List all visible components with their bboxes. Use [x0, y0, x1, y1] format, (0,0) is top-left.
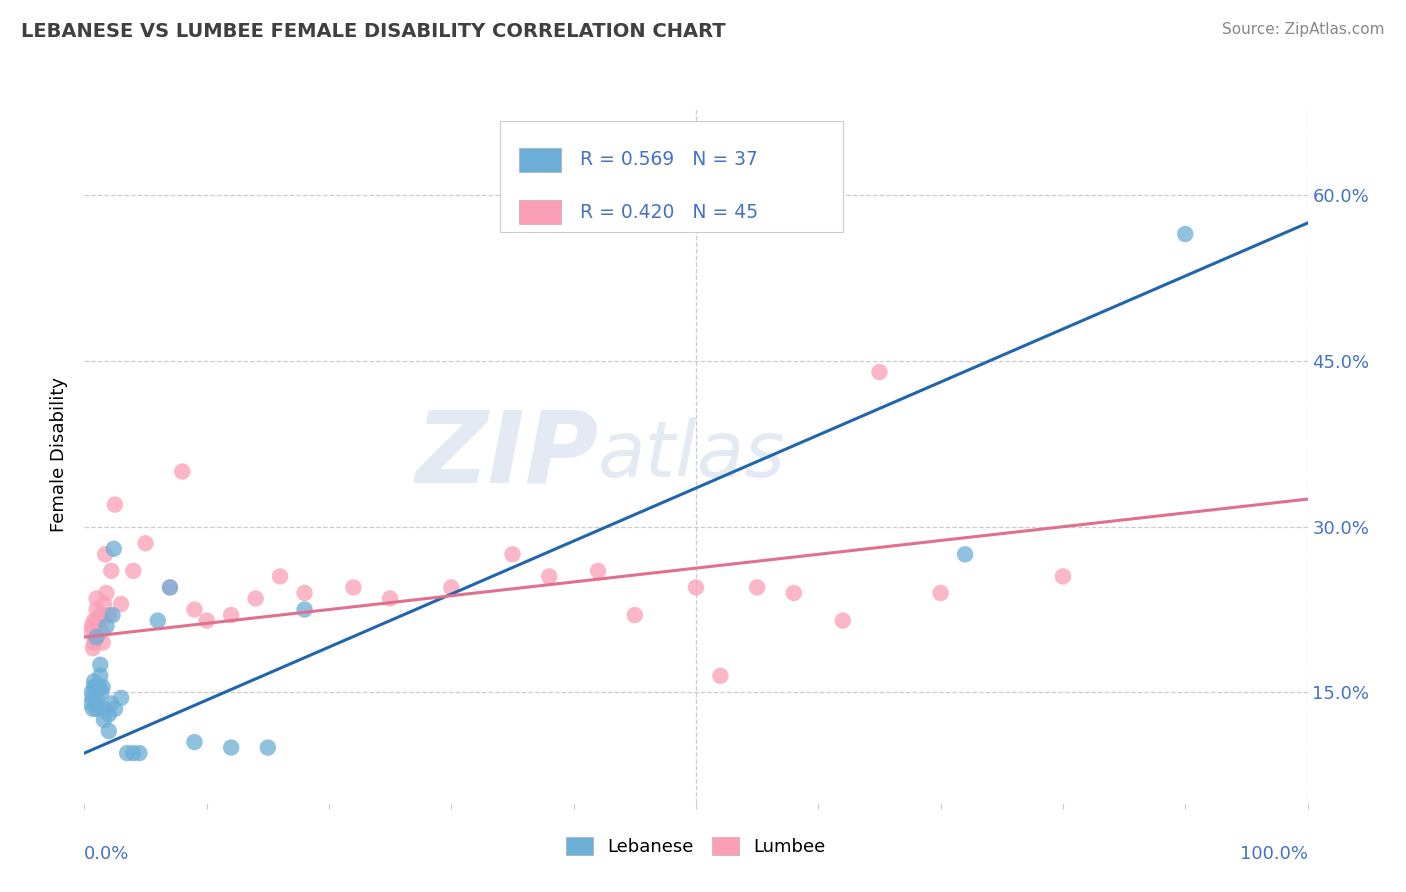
Point: [159, 581, 181, 595]
Point: [83, 674, 105, 689]
Point: [502, 547, 524, 561]
Point: [115, 746, 138, 760]
Point: [84, 697, 107, 711]
Point: [783, 586, 806, 600]
Point: [953, 547, 976, 561]
FancyBboxPatch shape: [519, 200, 561, 225]
Point: [104, 498, 127, 512]
Point: [135, 536, 157, 550]
Point: [831, 614, 853, 628]
Point: [97, 724, 120, 739]
Y-axis label: Female Disability: Female Disability: [51, 377, 69, 533]
Point: [104, 702, 127, 716]
Point: [869, 365, 891, 379]
Point: [183, 602, 205, 616]
Point: [747, 581, 769, 595]
Point: [89, 657, 111, 672]
FancyBboxPatch shape: [519, 148, 561, 172]
Point: [80, 685, 103, 699]
Point: [110, 690, 132, 705]
Point: [342, 581, 364, 595]
Point: [257, 740, 280, 755]
Point: [122, 746, 145, 760]
Point: [87, 680, 110, 694]
Point: [1052, 569, 1074, 583]
Point: [183, 735, 205, 749]
Point: [91, 680, 114, 694]
Point: [624, 608, 647, 623]
Point: [84, 680, 107, 694]
Point: [94, 547, 117, 561]
Point: [100, 564, 122, 578]
Point: [103, 541, 125, 556]
Text: atlas: atlas: [598, 417, 786, 493]
Point: [89, 608, 111, 623]
Point: [80, 619, 103, 633]
Point: [101, 608, 124, 623]
Point: [245, 591, 267, 606]
Point: [86, 591, 108, 606]
Point: [122, 564, 145, 578]
Point: [87, 614, 110, 628]
Point: [97, 707, 120, 722]
Point: [89, 669, 111, 683]
Text: R = 0.569   N = 37: R = 0.569 N = 37: [579, 151, 758, 169]
Text: R = 0.420   N = 45: R = 0.420 N = 45: [579, 202, 758, 222]
Point: [195, 614, 218, 628]
Point: [79, 624, 101, 639]
Point: [96, 619, 118, 633]
Point: [219, 608, 242, 623]
Point: [82, 690, 104, 705]
Point: [82, 702, 104, 716]
Point: [146, 614, 169, 628]
Point: [83, 635, 105, 649]
Point: [586, 564, 609, 578]
Point: [86, 630, 108, 644]
Point: [79, 697, 101, 711]
Point: [219, 740, 242, 755]
Text: Source: ZipAtlas.com: Source: ZipAtlas.com: [1222, 22, 1385, 37]
Point: [110, 597, 132, 611]
Point: [97, 608, 120, 623]
Legend: Lebanese, Lumbee: Lebanese, Lumbee: [558, 830, 834, 863]
Point: [269, 569, 291, 583]
Point: [159, 581, 181, 595]
Point: [93, 702, 115, 716]
FancyBboxPatch shape: [501, 121, 842, 232]
Point: [440, 581, 463, 595]
Point: [128, 746, 150, 760]
Point: [96, 586, 118, 600]
Point: [86, 702, 108, 716]
Point: [82, 641, 104, 656]
Point: [84, 630, 107, 644]
Point: [294, 586, 316, 600]
Point: [83, 614, 105, 628]
Point: [91, 635, 114, 649]
Point: [380, 591, 402, 606]
Text: 0.0%: 0.0%: [84, 845, 129, 863]
Text: ZIP: ZIP: [415, 407, 598, 503]
Point: [929, 586, 952, 600]
Point: [93, 597, 115, 611]
Point: [90, 624, 112, 639]
Point: [100, 697, 122, 711]
Point: [709, 669, 731, 683]
Point: [1174, 227, 1197, 241]
Point: [685, 581, 707, 595]
Point: [172, 465, 194, 479]
Point: [86, 614, 108, 628]
Point: [83, 680, 105, 694]
Point: [90, 685, 112, 699]
Text: LEBANESE VS LUMBEE FEMALE DISABILITY CORRELATION CHART: LEBANESE VS LUMBEE FEMALE DISABILITY COR…: [21, 22, 725, 41]
Point: [93, 713, 115, 727]
Text: 100.0%: 100.0%: [1240, 845, 1308, 863]
Point: [86, 690, 108, 705]
Point: [538, 569, 561, 583]
Point: [294, 602, 316, 616]
Point: [86, 602, 108, 616]
